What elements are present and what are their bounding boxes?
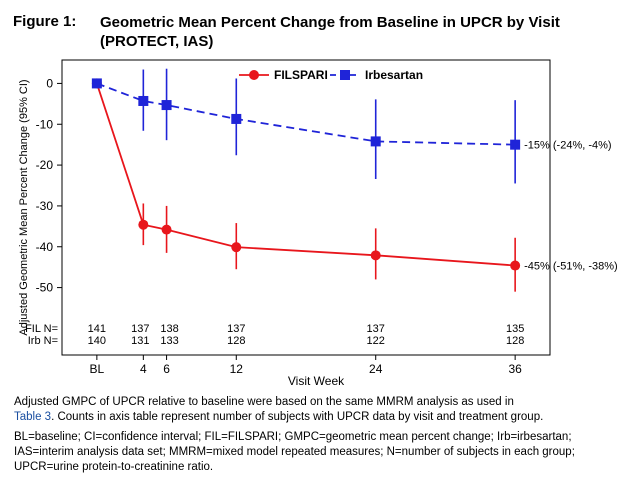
x-tick-label: 12 [230,362,244,376]
y-axis-label: Adjusted Geometric Mean Percent Change (… [18,79,30,335]
n-table-row-label: Irb N= [28,335,58,347]
figure-title: Geometric Mean Percent Change from Basel… [100,13,600,51]
irbesartan-end-label: -15% (-24%, -4%) [524,140,611,152]
x-tick-label: 36 [508,362,522,376]
filspari-point [231,242,242,253]
filspari-point [370,250,381,261]
figure-label: Figure 1: [13,13,77,30]
y-tick-label: -30 [36,199,54,213]
y-tick-label: 0 [46,76,53,90]
irbesartan-point [370,136,381,147]
irbesartan-point [138,95,149,106]
n-table-cell: 128 [506,335,524,347]
irbesartan-point [510,139,521,150]
n-table-cell: 137 [227,323,245,335]
n-table-cell: 122 [367,335,385,347]
caption-paragraph-2: BL=baseline; CI=confidence interval; FIL… [14,431,575,473]
n-table-cell: 138 [160,323,178,335]
filspari-line [96,83,516,267]
x-tick-label: 24 [369,362,383,376]
n-table-row-label: FIL N= [25,323,58,335]
filspari-end-label: -45% (-51%, -38%) [524,261,618,273]
irbesartan-point [161,100,172,111]
x-tick-label: 4 [140,362,147,376]
n-table-cell: 131 [131,335,149,347]
y-tick-label: -40 [36,240,54,254]
x-axis-label: Visit Week [288,374,345,388]
x-tick-label: BL [90,362,105,376]
table-3-link[interactable]: Table 3 [14,411,52,423]
irbesartan-point [231,113,242,124]
legend-irbesartan-label: Irbesartan [365,68,423,82]
filspari-point [510,260,521,271]
legend-filspari-label: FILSPARI [274,68,328,82]
upcr-line-chart: 0 -10 -20 -30 -40 -50 Adjusted Geometric Mean … [18,59,618,388]
irbesartan-point [91,78,102,89]
x-tick-label: 6 [163,362,170,376]
caption-text-2: . Counts in axis table represent number … [51,411,544,423]
n-table-cell: 135 [506,323,524,335]
y-tick-label: -20 [36,158,54,172]
n-table-cell: 140 [88,335,106,347]
legend-irbesartan-marker [340,70,350,80]
n-table-cell: 137 [131,323,149,335]
irbesartan-line [96,82,516,146]
y-tick-label: -10 [36,117,54,131]
legend-filspari-marker [249,70,259,80]
caption-paragraph-1: Adjusted GMPC of UPCR relative to baseli… [14,395,624,425]
figure-title-line2: (PROTECT, IAS) [100,33,214,50]
n-table-cell: 128 [227,335,245,347]
n-table-cell: 141 [88,323,106,335]
filspari-point [138,219,149,230]
n-table-cell: 137 [367,323,385,335]
y-tick-label: -50 [36,281,54,295]
caption-text-1: Adjusted GMPC of UPCR relative to baseli… [14,396,514,408]
plot-frame [61,59,551,356]
figure-title-line1: Geometric Mean Percent Change from Basel… [100,14,560,31]
filspari-point [161,224,172,235]
n-table-cell: 133 [160,335,178,347]
